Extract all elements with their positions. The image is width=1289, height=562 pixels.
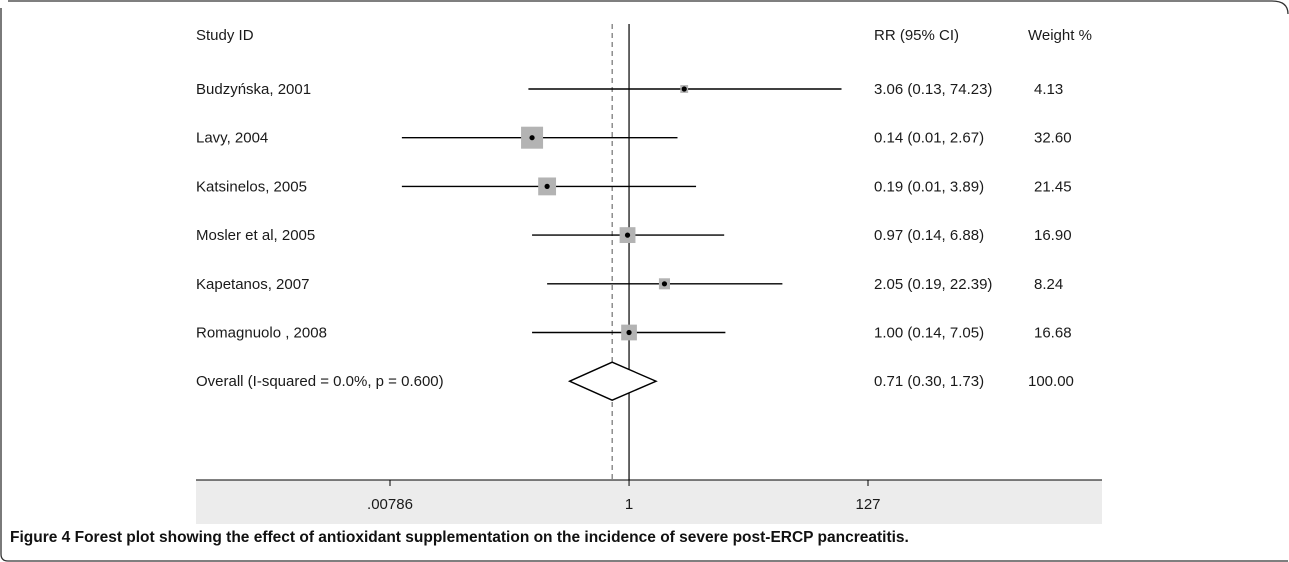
x-tick-label: 127 — [855, 496, 880, 513]
study-label: Kapetanos, 2007 — [196, 276, 309, 293]
study-rr: 0.14 (0.01, 2.67) — [874, 130, 984, 147]
study-weight: 16.68 — [1034, 325, 1072, 342]
point-estimate — [681, 86, 687, 92]
study-rr: 3.06 (0.13, 74.23) — [874, 81, 992, 98]
study-label: Romagnuolo , 2008 — [196, 325, 327, 342]
caption-text: Forest plot showing the effect of antiox… — [74, 529, 909, 546]
study-label: Budzyńska, 2001 — [196, 81, 311, 98]
header-weight: Weight % — [1028, 27, 1092, 44]
point-estimate — [544, 183, 550, 189]
study-weight: 16.90 — [1034, 227, 1072, 244]
study-label: Lavy, 2004 — [196, 130, 268, 147]
study-rr: 2.05 (0.19, 22.39) — [874, 276, 992, 293]
x-tick-label: .00786 — [367, 496, 413, 513]
study-rr: 0.19 (0.01, 3.89) — [874, 178, 984, 195]
forest-plot: .00786 1 127 Study ID RR (95% CI) Weight % Bud… — [196, 24, 1102, 524]
overall-diamond — [567, 361, 658, 401]
overall-rr: 0.71 (0.30, 1.73) — [874, 373, 984, 390]
point-estimate — [624, 232, 631, 238]
point-estimate — [661, 281, 668, 287]
study-rr: 1.00 (0.14, 7.05) — [874, 325, 984, 342]
axis-band — [196, 480, 1102, 524]
header-rr: RR (95% CI) — [874, 27, 959, 44]
overall-weight: 100.00 — [1028, 373, 1074, 390]
study-weight: 4.13 — [1034, 81, 1063, 98]
study-rr: 0.97 (0.14, 6.88) — [874, 227, 984, 244]
overall-label: Overall (I-squared = 0.0%, p = 0.600) — [196, 373, 444, 390]
point-estimate — [626, 329, 632, 336]
figure-caption: Figure 4 Forest plot showing the effect … — [10, 529, 1280, 547]
x-tick-label: 1 — [625, 496, 633, 513]
study-label: Mosler et al, 2005 — [196, 227, 315, 244]
study-weight: 21.45 — [1034, 178, 1072, 195]
study-label: Katsinelos, 2005 — [196, 178, 307, 195]
study-weight: 32.60 — [1034, 130, 1072, 147]
caption-prefix: Figure 4 — [10, 529, 71, 546]
header-study-id: Study ID — [196, 27, 254, 44]
study-weight: 8.24 — [1034, 276, 1063, 293]
point-estimate — [529, 135, 535, 141]
